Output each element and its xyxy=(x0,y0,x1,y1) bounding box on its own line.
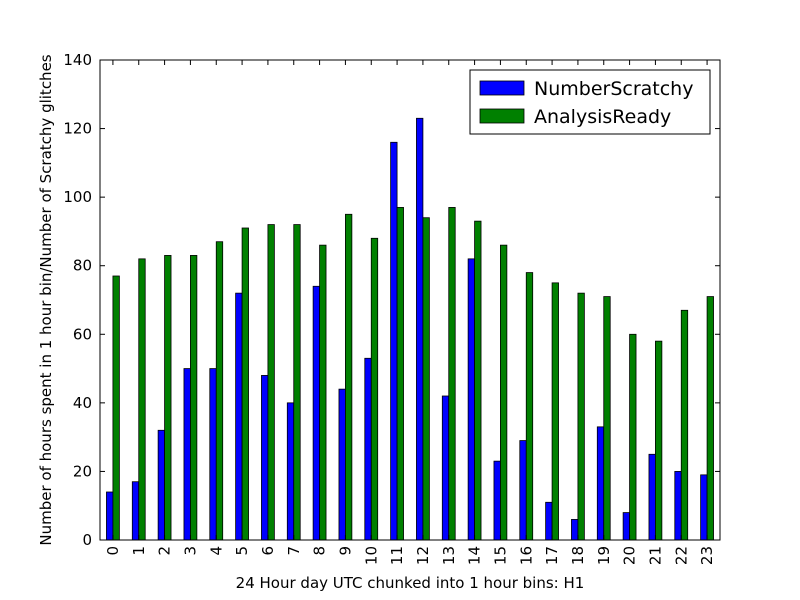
bar-AnalysisReady-11 xyxy=(396,207,404,541)
bar-AnalysisReady-21 xyxy=(655,340,663,541)
bar-AnalysisReady-13 xyxy=(448,207,456,541)
bar-AnalysisReady-22 xyxy=(680,309,689,541)
bar-NumberScratchy-22 xyxy=(674,471,682,541)
y-tick-label: 140 xyxy=(63,51,92,69)
bar-NumberScratchy-12 xyxy=(416,117,424,541)
y-tick-label: 0 xyxy=(82,531,92,549)
x-tick-label: 6 xyxy=(259,546,277,556)
bar-AnalysisReady-0 xyxy=(112,275,120,541)
y-axis: 0 20 40 60 80 100 120 140 xyxy=(63,51,720,549)
x-tick-label: 9 xyxy=(336,546,354,556)
y-tick-label: 120 xyxy=(63,120,92,138)
x-tick-label: 2 xyxy=(156,546,174,556)
bar-NumberScratchy-4 xyxy=(209,368,217,541)
bar-AnalysisReady-15 xyxy=(500,244,508,541)
bar-NumberScratchy-9 xyxy=(338,388,346,541)
x-tick-label: 22 xyxy=(672,546,690,565)
bar-AnalysisReady-14 xyxy=(474,220,482,541)
legend: NumberScratchy AnalysisReady xyxy=(469,69,711,135)
bar-NumberScratchy-7 xyxy=(286,402,295,541)
bar-AnalysisReady-7 xyxy=(293,224,301,541)
bar-AnalysisReady-6 xyxy=(267,224,275,541)
bar-NumberScratchy-15 xyxy=(493,460,501,541)
bar-AnalysisReady-4 xyxy=(215,241,224,541)
bar-AnalysisReady-5 xyxy=(241,227,249,541)
x-tick-label: 5 xyxy=(233,546,251,556)
x-axis-label: 24 Hour day UTC chunked into 1 hour bins… xyxy=(236,574,585,592)
x-tick-label: 19 xyxy=(595,546,613,565)
y-tick-label: 60 xyxy=(73,325,92,343)
y-axis-label: Number of hours spent in 1 hour bin/Numb… xyxy=(37,54,55,545)
x-tick-label: 12 xyxy=(414,546,432,565)
x-tick-label: 1 xyxy=(130,546,148,556)
bar-AnalysisReady-1 xyxy=(138,258,146,541)
legend-swatch-NumberScratchy xyxy=(479,80,525,96)
bar-AnalysisReady-16 xyxy=(525,272,534,541)
bar-AnalysisReady-23 xyxy=(706,296,714,541)
x-tick-label: 17 xyxy=(543,546,561,565)
bar-NumberScratchy-19 xyxy=(596,426,605,541)
x-tick-label: 23 xyxy=(698,546,716,565)
bar-NumberScratchy-0 xyxy=(106,491,114,541)
bar-NumberScratchy-18 xyxy=(571,519,579,541)
bar-NumberScratchy-13 xyxy=(441,395,450,541)
bar-NumberScratchy-23 xyxy=(700,474,708,541)
bar-NumberScratchy-1 xyxy=(131,481,140,541)
x-tick-label: 15 xyxy=(491,546,509,565)
bar-NumberScratchy-6 xyxy=(261,375,269,541)
bar-NumberScratchy-10 xyxy=(364,357,372,541)
bar-NumberScratchy-2 xyxy=(157,429,165,541)
bar-NumberScratchy-17 xyxy=(545,501,553,541)
bar-NumberScratchy-3 xyxy=(183,368,191,541)
x-tick-label: 0 xyxy=(104,546,122,556)
bar-AnalysisReady-8 xyxy=(319,244,327,541)
y-tick-label: 40 xyxy=(73,394,92,412)
x-tick-label: 11 xyxy=(388,546,406,565)
x-tick-label: 7 xyxy=(285,546,303,556)
y-tick-label: 20 xyxy=(73,462,92,480)
x-tick-label: 4 xyxy=(207,546,225,556)
y-tick-label: 80 xyxy=(73,257,92,275)
x-tick-label: 3 xyxy=(181,546,199,556)
bar-NumberScratchy-8 xyxy=(312,285,320,541)
bar-AnalysisReady-18 xyxy=(577,292,585,541)
bar-AnalysisReady-19 xyxy=(603,296,611,541)
x-tick-label: 21 xyxy=(646,546,664,565)
y-tick-label: 100 xyxy=(63,188,92,206)
x-tick-label: 8 xyxy=(311,546,329,556)
x-tick-label: 20 xyxy=(621,546,639,565)
x-tick-label: 18 xyxy=(569,546,587,565)
x-tick-label: 16 xyxy=(517,546,535,565)
bar-AnalysisReady-12 xyxy=(422,217,430,541)
bar-AnalysisReady-2 xyxy=(164,255,172,541)
x-axis: 0 1 2 3 4 5 6 7 8 9 10 11 12 13 14 15 16 17 18 19 20 21 22 23 xyxy=(104,60,716,565)
x-tick-label: 14 xyxy=(466,546,484,565)
bar-AnalysisReady-9 xyxy=(345,213,353,541)
legend-swatch-AnalysisReady xyxy=(479,108,525,124)
bar-NumberScratchy-5 xyxy=(235,292,243,541)
bars-group xyxy=(106,117,714,541)
bar-NumberScratchy-11 xyxy=(390,141,398,541)
bar-NumberScratchy-14 xyxy=(467,258,475,541)
bar-AnalysisReady-10 xyxy=(370,237,379,541)
x-tick-label: 10 xyxy=(362,546,380,565)
bar-NumberScratchy-16 xyxy=(519,440,527,541)
x-tick-label: 13 xyxy=(440,546,458,565)
legend-label-AnalysisReady: AnalysisReady xyxy=(534,106,671,128)
bar-AnalysisReady-20 xyxy=(629,333,637,541)
legend-label-NumberScratchy: NumberScratchy xyxy=(534,78,693,100)
bar-AnalysisReady-3 xyxy=(190,255,198,541)
bar-NumberScratchy-20 xyxy=(622,512,630,541)
bar-AnalysisReady-17 xyxy=(551,282,559,541)
bar-NumberScratchy-21 xyxy=(648,453,656,541)
plot-frame xyxy=(99,59,721,541)
